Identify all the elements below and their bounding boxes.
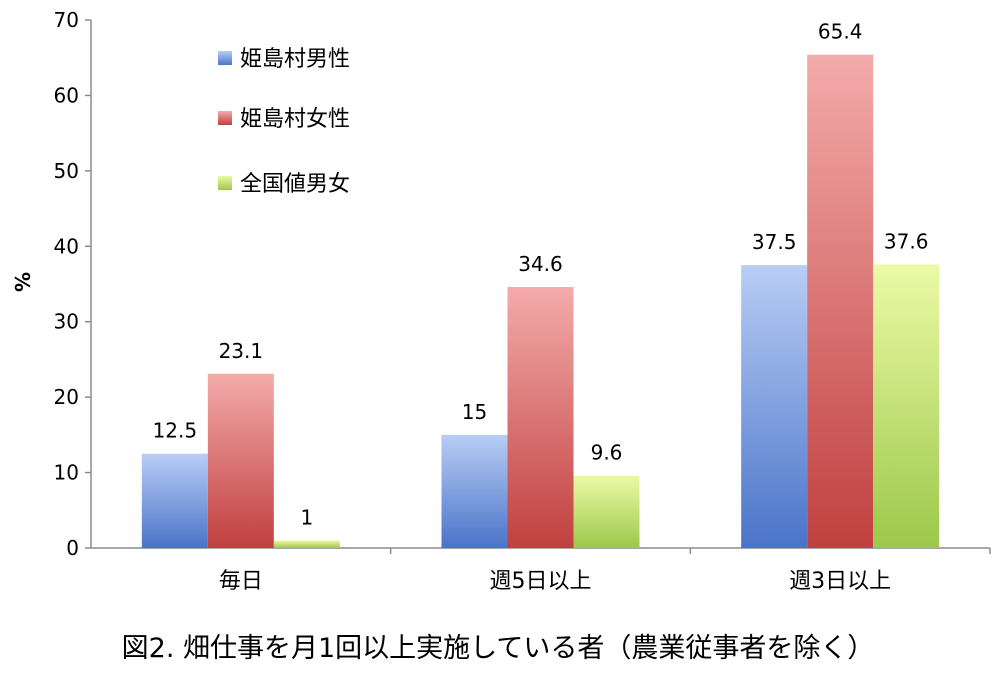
y-axis-ticks: 0 10 20 30 40 50 60 70	[54, 8, 91, 560]
figure-caption: 図2. 畑仕事を月1回以上実施している者（農業従事者を除く）	[121, 633, 875, 664]
bar	[441, 434, 508, 548]
bar	[273, 540, 340, 548]
legend-label: 全国値男女	[240, 172, 350, 197]
y-tick-label: 50	[54, 159, 79, 183]
legend-swatch	[218, 111, 232, 125]
data-label: 23.1	[219, 339, 264, 363]
data-label: 12.5	[153, 419, 198, 443]
data-label: 9.6	[591, 441, 623, 465]
legend-label: 姫島村男性	[240, 47, 350, 72]
x-category-label: 毎日	[219, 569, 263, 594]
legend-label: 姫島村女性	[240, 107, 350, 132]
data-label: 15	[462, 400, 487, 424]
legend-swatch	[218, 176, 232, 190]
y-tick-label: 20	[54, 385, 79, 409]
y-tick-label: 70	[54, 8, 79, 32]
data-label: 1	[300, 505, 313, 529]
y-tick-label: 60	[54, 83, 79, 107]
data-labels: 12.5 23.1 1 15 34.6 9.6 37.5 65.4 37.6	[153, 20, 929, 530]
y-tick-label: 0	[66, 536, 79, 560]
y-tick-label: 30	[54, 310, 79, 334]
bar	[873, 264, 940, 548]
data-label: 37.5	[752, 230, 797, 254]
y-tick-label: 40	[54, 234, 79, 258]
bar	[141, 453, 208, 548]
bar	[573, 475, 640, 548]
y-axis-title: %	[11, 272, 35, 292]
bar	[507, 287, 574, 548]
legend-swatch	[218, 51, 232, 65]
bar	[207, 373, 274, 548]
x-category-label: 週5日以上	[490, 569, 592, 594]
x-axis-categories: 毎日 週5日以上 週3日以上	[219, 569, 891, 594]
data-label: 37.6	[884, 229, 929, 253]
bars	[141, 54, 940, 548]
data-label: 34.6	[518, 252, 563, 276]
bar	[807, 54, 874, 548]
data-label: 65.4	[818, 20, 863, 44]
bar	[741, 265, 808, 548]
x-category-label: 週3日以上	[789, 569, 891, 594]
y-tick-label: 10	[54, 461, 79, 485]
